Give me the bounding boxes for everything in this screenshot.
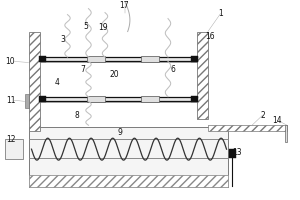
Bar <box>285 125 287 142</box>
Text: 6: 6 <box>170 65 175 74</box>
Text: 2: 2 <box>260 111 265 120</box>
Text: 1: 1 <box>218 9 223 18</box>
Text: 10: 10 <box>6 57 15 66</box>
Bar <box>39 96 46 102</box>
Text: 8: 8 <box>74 111 79 120</box>
Text: 17: 17 <box>120 1 129 10</box>
Bar <box>196 32 208 119</box>
Text: 3: 3 <box>61 35 65 44</box>
Text: 20: 20 <box>109 70 119 79</box>
Text: 5: 5 <box>83 22 88 31</box>
Bar <box>87 96 105 102</box>
Bar <box>40 97 196 102</box>
Bar <box>141 96 159 102</box>
Bar <box>5 139 23 159</box>
Text: 9: 9 <box>118 128 122 137</box>
Text: 14: 14 <box>273 116 282 125</box>
Bar <box>28 175 228 187</box>
Text: 19: 19 <box>99 23 108 32</box>
Bar <box>208 125 287 131</box>
Bar <box>87 56 105 62</box>
Bar <box>39 56 46 62</box>
Text: 16: 16 <box>205 32 215 41</box>
Bar <box>25 94 29 108</box>
Bar <box>191 56 198 62</box>
Text: 4: 4 <box>55 78 59 87</box>
Text: 7: 7 <box>80 65 85 74</box>
Bar <box>229 149 236 158</box>
Bar <box>40 57 196 62</box>
Text: 11: 11 <box>7 96 16 105</box>
Bar <box>28 175 228 187</box>
Bar <box>28 32 40 131</box>
Bar <box>28 127 228 187</box>
Text: 13: 13 <box>232 148 242 157</box>
Bar <box>141 56 159 62</box>
Text: 12: 12 <box>7 135 16 144</box>
Bar <box>191 96 198 102</box>
